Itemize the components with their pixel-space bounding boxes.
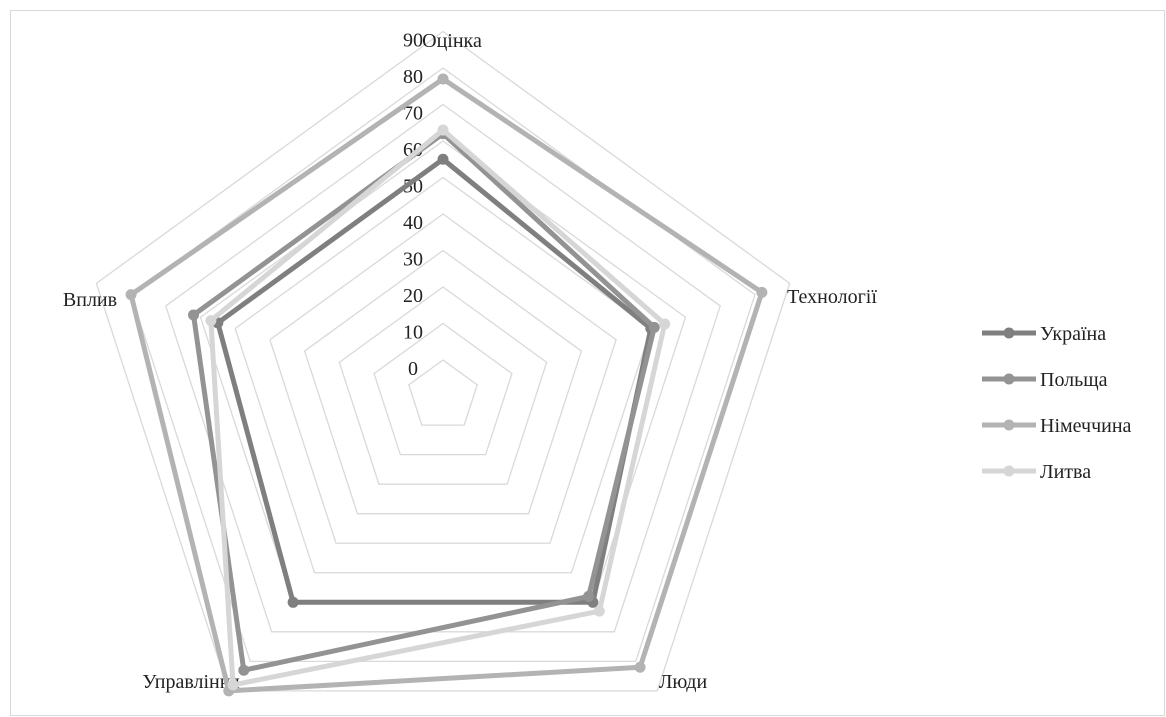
axis-label: Вплив <box>63 289 117 311</box>
data-point <box>583 590 595 602</box>
tick-label: 70 <box>403 103 423 125</box>
tick-label: 80 <box>403 66 423 88</box>
legend-label: Литва <box>1040 461 1091 483</box>
grid-ring-0 <box>407 359 479 426</box>
data-point <box>659 318 671 330</box>
data-point <box>125 289 137 301</box>
grid-ring-10 <box>373 322 513 456</box>
series-line <box>208 127 668 688</box>
legend-item: Україна <box>982 323 1106 345</box>
legend-label: Польща <box>1040 369 1108 391</box>
series-line <box>128 76 765 694</box>
legend-item: Литва <box>982 461 1091 483</box>
data-point <box>287 596 299 608</box>
tick-label: 30 <box>403 249 423 271</box>
tick-label: 20 <box>403 285 423 307</box>
tick-label: 60 <box>403 139 423 161</box>
data-point <box>437 124 449 136</box>
data-point <box>188 309 200 321</box>
grid-ring-90 <box>95 30 791 692</box>
grid-ring-30 <box>303 249 583 515</box>
legend-label: Україна <box>1040 323 1106 345</box>
tick-label: 0 <box>408 358 418 380</box>
axis-label: Управління <box>142 671 239 693</box>
series-3 <box>205 124 671 691</box>
data-point <box>437 153 449 165</box>
axis-label: Технології <box>787 286 877 308</box>
legend-item: Німеччина <box>982 415 1132 437</box>
data-point <box>227 679 239 691</box>
data-point <box>238 664 250 676</box>
legend-item: Польща <box>982 369 1108 391</box>
data-point <box>437 73 449 85</box>
grid-ring-40 <box>269 213 617 544</box>
data-point <box>205 315 217 327</box>
grid-ring-20 <box>338 286 548 485</box>
axis-labels: Оцінка Технології Люди Управління Вплив <box>63 30 877 693</box>
data-point <box>634 661 646 673</box>
series-line <box>191 131 657 673</box>
legend-marker <box>1003 373 1015 385</box>
series-2 <box>125 73 768 697</box>
series-line <box>215 156 654 605</box>
legend: Україна Польща Німеччина Литва <box>982 323 1132 483</box>
tick-label: 40 <box>403 212 423 234</box>
data-point <box>756 286 768 298</box>
axis-label: Люди <box>659 671 708 693</box>
grid-ring-70 <box>165 103 721 633</box>
tick-label: 50 <box>403 176 423 198</box>
data-point <box>593 605 605 617</box>
series-0 <box>212 153 657 608</box>
tick-label: 10 <box>403 322 423 344</box>
legend-marker <box>1003 327 1015 339</box>
legend-marker <box>1003 465 1015 477</box>
legend-marker <box>1003 419 1015 431</box>
chart-frame <box>10 10 1165 716</box>
data-point <box>648 321 660 333</box>
series <box>125 73 768 697</box>
legend-label: Німеччина <box>1040 415 1132 437</box>
tick-label: 90 <box>403 30 423 52</box>
radial-ticks: 0 10 20 30 40 50 60 70 80 90 <box>403 30 423 381</box>
axis-label: Оцінка <box>422 30 482 52</box>
